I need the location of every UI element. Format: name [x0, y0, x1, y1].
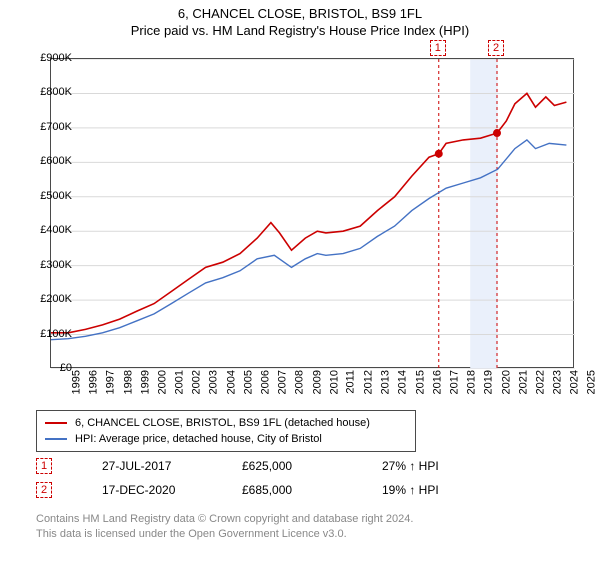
x-tick-label: 2009 — [311, 370, 323, 394]
x-tick-label: 2008 — [294, 370, 306, 394]
table-row: 1 27-JUL-2017 £625,000 27% ↑ HPI — [36, 454, 482, 478]
x-tick-label: 2015 — [414, 370, 426, 394]
table-row: 2 17-DEC-2020 £685,000 19% ↑ HPI — [36, 478, 482, 502]
x-tick-label: 2001 — [174, 370, 186, 394]
sale-date: 17-DEC-2020 — [102, 483, 202, 497]
x-tick-label: 2024 — [569, 370, 581, 394]
x-tick-label: 2019 — [483, 370, 495, 394]
y-tick-label: £700K — [24, 121, 72, 133]
attribution-line: Contains HM Land Registry data © Crown c… — [36, 512, 413, 527]
legend-item-property: 6, CHANCEL CLOSE, BRISTOL, BS9 1FL (deta… — [45, 415, 407, 431]
page-title: 6, CHANCEL CLOSE, BRISTOL, BS9 1FL — [0, 6, 600, 21]
x-tick-label: 1998 — [122, 370, 134, 394]
x-tick-label: 2012 — [363, 370, 375, 394]
x-tick-label: 2014 — [397, 370, 409, 394]
chart-container: 6, CHANCEL CLOSE, BRISTOL, BS9 1FL Price… — [0, 6, 600, 566]
x-tick-label: 2004 — [225, 370, 237, 394]
legend-item-hpi: HPI: Average price, detached house, City… — [45, 431, 407, 447]
x-tick-label: 2007 — [277, 370, 289, 394]
sale-delta: 27% ↑ HPI — [382, 459, 482, 473]
y-tick-label: £400K — [24, 224, 72, 236]
x-tick-label: 2023 — [552, 370, 564, 394]
x-tick-label: 2011 — [345, 370, 357, 394]
sale-badge-2: 2 — [36, 482, 52, 498]
x-tick-label: 2016 — [431, 370, 443, 394]
y-tick-label: £0 — [24, 362, 72, 374]
chart-marker-badge: 1 — [430, 40, 446, 56]
x-tick-label: 2005 — [242, 370, 254, 394]
x-tick-label: 2003 — [208, 370, 220, 394]
legend-swatch-property — [45, 422, 67, 424]
y-tick-label: £500K — [24, 190, 72, 202]
sale-delta: 19% ↑ HPI — [382, 483, 482, 497]
x-tick-label: 1995 — [70, 370, 82, 394]
chart-plot-area — [50, 58, 574, 368]
page-subtitle: Price paid vs. HM Land Registry's House … — [0, 23, 600, 38]
sale-badge-1: 1 — [36, 458, 52, 474]
x-tick-label: 2002 — [191, 370, 203, 394]
line-chart-svg — [51, 59, 575, 369]
attribution-text: Contains HM Land Registry data © Crown c… — [36, 512, 413, 542]
x-tick-label: 2020 — [500, 370, 512, 394]
x-tick-label: 2018 — [466, 370, 478, 394]
legend-swatch-hpi — [45, 438, 67, 440]
x-tick-label: 2022 — [534, 370, 546, 394]
x-tick-label: 2000 — [156, 370, 168, 394]
y-tick-label: £900K — [24, 52, 72, 64]
y-tick-label: £300K — [24, 259, 72, 271]
sale-price: £685,000 — [242, 483, 342, 497]
x-tick-label: 2021 — [517, 370, 529, 394]
legend-label-hpi: HPI: Average price, detached house, City… — [75, 433, 322, 445]
attribution-line: This data is licensed under the Open Gov… — [36, 527, 413, 542]
sale-date: 27-JUL-2017 — [102, 459, 202, 473]
x-tick-label: 2017 — [448, 370, 460, 394]
x-tick-label: 2013 — [380, 370, 392, 394]
x-tick-label: 1997 — [105, 370, 117, 394]
y-tick-label: £200K — [24, 293, 72, 305]
x-tick-label: 2010 — [328, 370, 340, 394]
x-tick-label: 1996 — [88, 370, 100, 394]
y-tick-label: £100K — [24, 328, 72, 340]
x-tick-label: 1999 — [139, 370, 151, 394]
legend-label-property: 6, CHANCEL CLOSE, BRISTOL, BS9 1FL (deta… — [75, 417, 370, 429]
chart-marker-badge: 2 — [488, 40, 504, 56]
y-tick-label: £800K — [24, 86, 72, 98]
x-tick-label: 2006 — [259, 370, 271, 394]
legend: 6, CHANCEL CLOSE, BRISTOL, BS9 1FL (deta… — [36, 410, 416, 452]
y-tick-label: £600K — [24, 155, 72, 167]
x-tick-label: 2025 — [586, 370, 598, 394]
sale-price: £625,000 — [242, 459, 342, 473]
sales-table: 1 27-JUL-2017 £625,000 27% ↑ HPI 2 17-DE… — [36, 454, 482, 502]
